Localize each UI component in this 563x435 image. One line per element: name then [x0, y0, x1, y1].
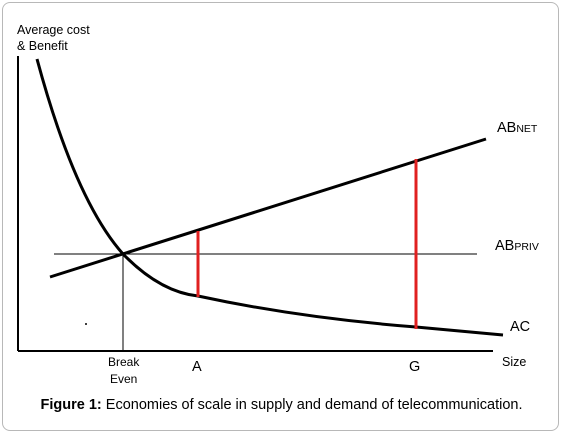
ac-curve [35, 58, 504, 337]
ac-label: AC [510, 319, 530, 335]
y-axis-label-line1: Average cost [17, 23, 90, 37]
point-g-label: G [409, 359, 420, 375]
ab-priv-label: ABPRIV [495, 238, 539, 254]
break-even-label-line1: Break [108, 355, 140, 369]
ab-net-label-main: AB [497, 120, 516, 136]
ab-priv-label-main: AB [495, 238, 514, 254]
y-axis-label-line2: & Benefit [17, 39, 68, 53]
figure-frame [2, 2, 559, 431]
x-axis-label: Size [502, 355, 526, 369]
figure-caption: Figure 1: Economies of scale in supply a… [0, 397, 563, 413]
stray-dot [85, 323, 87, 325]
ab-net-line [49, 137, 487, 279]
ab-net-label: ABNET [497, 120, 538, 136]
ab-priv-label-sub: PRIV [514, 241, 539, 253]
caption-text: Economies of scale in supply and demand … [101, 397, 523, 413]
ab-net-label-sub: NET [516, 123, 538, 135]
caption-label: Figure 1: [40, 397, 102, 413]
point-a-label: A [192, 359, 202, 375]
break-even-label-line2: Even [110, 372, 137, 386]
